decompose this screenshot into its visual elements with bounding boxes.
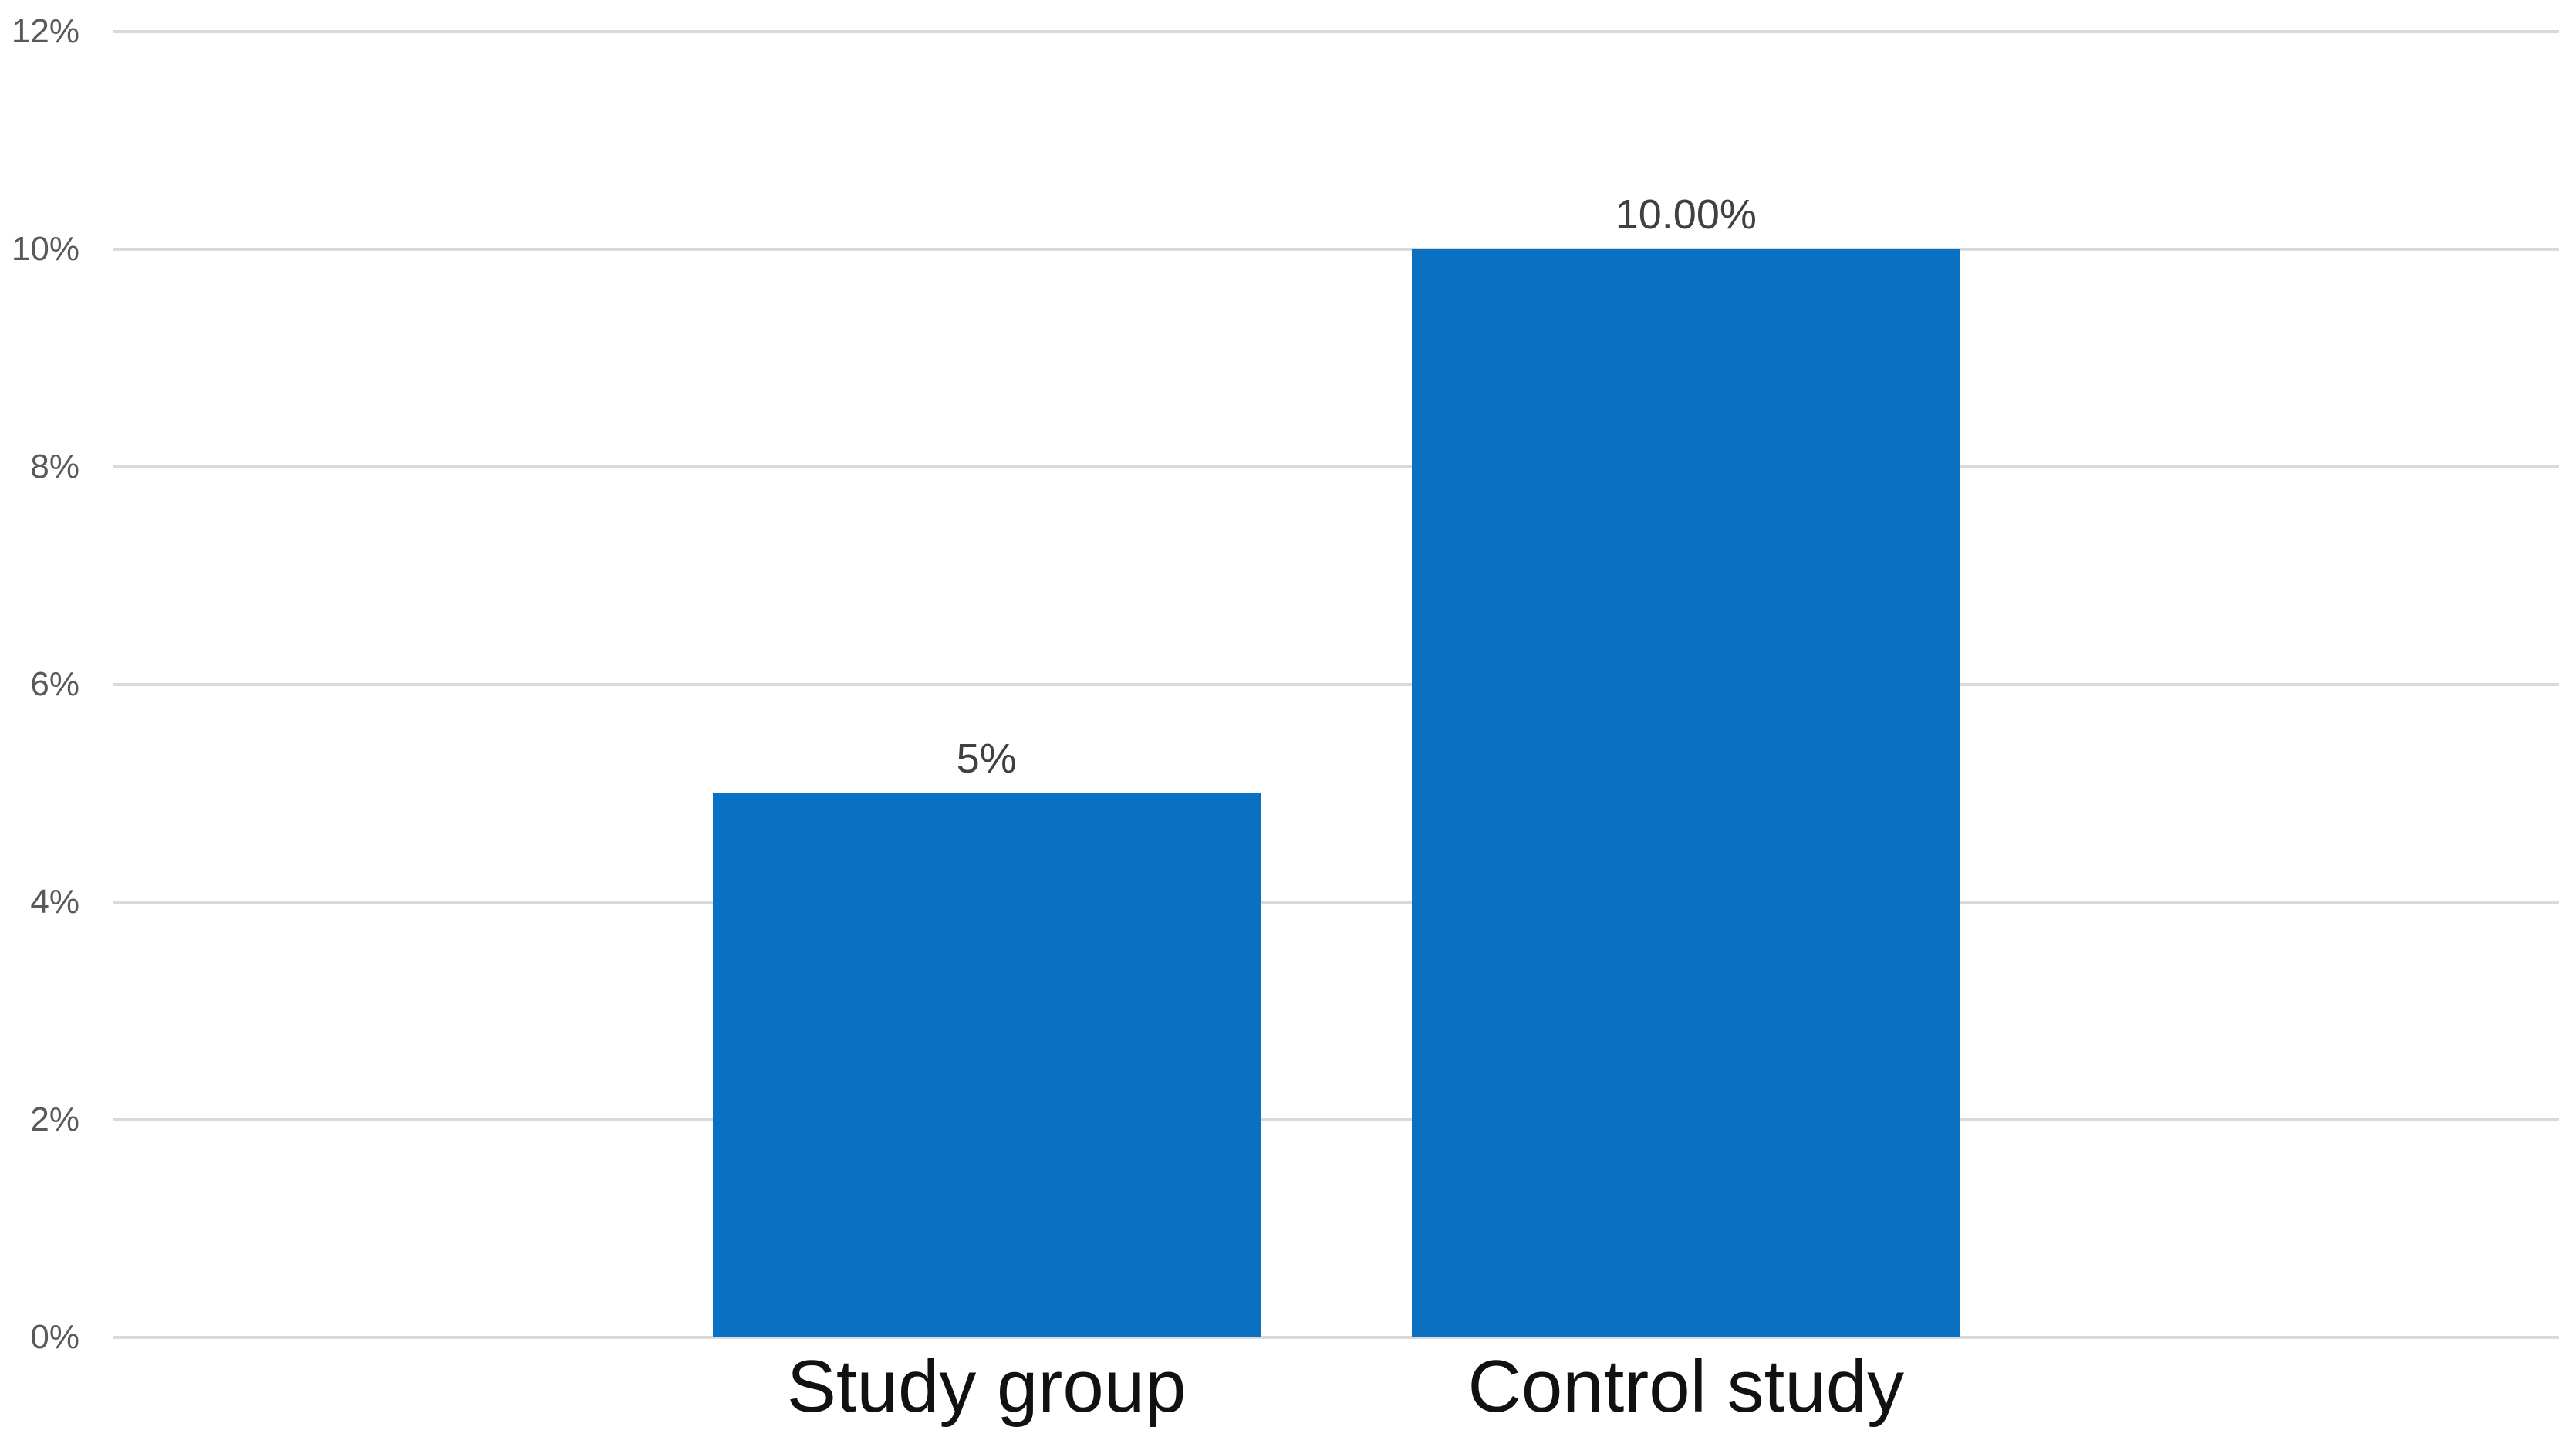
gridline (113, 1336, 2559, 1339)
gridline (113, 465, 2559, 469)
plot-area: 0% 2% 4% 6% 8% 10% 12% 5% Study group 10.00% Contr… (12, 15, 2559, 1424)
y-axis-tick-label: 10% (11, 230, 79, 268)
bar-data-label: 10.00% (1615, 191, 1757, 238)
gridline (113, 1118, 2559, 1122)
gridline (113, 248, 2559, 251)
y-axis-tick-label: 8% (30, 448, 79, 486)
bar (1412, 249, 1960, 1337)
y-axis-tick-label: 2% (30, 1101, 79, 1139)
gridline (113, 901, 2559, 904)
gridline (113, 30, 2559, 33)
bar (712, 793, 1261, 1337)
category-label: Control study (1467, 1345, 1905, 1428)
y-axis-tick-label: 12% (11, 12, 79, 50)
y-axis-tick-label: 4% (30, 883, 79, 921)
category-label: Study group (786, 1345, 1187, 1428)
gridline (113, 683, 2559, 686)
y-axis-tick-label: 0% (30, 1318, 79, 1356)
bar-data-label: 5% (956, 735, 1017, 782)
y-axis-tick-label: 6% (30, 665, 79, 703)
